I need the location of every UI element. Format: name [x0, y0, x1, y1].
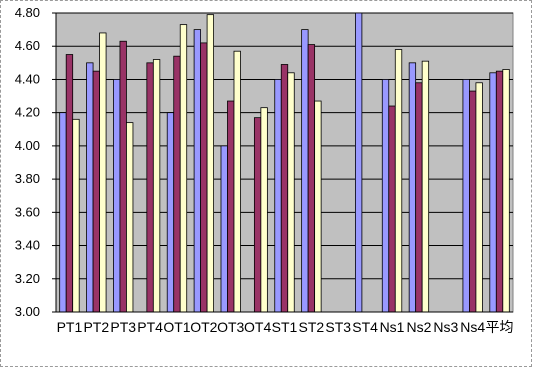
- x-tick-label: PT3: [110, 319, 136, 335]
- x-tick-label: PT4: [137, 319, 163, 335]
- bar: [126, 122, 134, 313]
- y-tick-label: 4.40: [15, 71, 40, 86]
- y-tick-label: 3.20: [15, 271, 40, 286]
- bar: [415, 82, 423, 313]
- bar: [408, 62, 417, 313]
- bar: [173, 55, 181, 313]
- y-tick-label: 3.60: [15, 204, 40, 219]
- bar: [381, 79, 390, 313]
- y-tick-label: 3.80: [15, 171, 40, 186]
- x-tick-label: ST3: [325, 319, 351, 335]
- bar: [489, 72, 497, 313]
- bar: [287, 72, 295, 313]
- bar: [227, 100, 235, 313]
- bar: [462, 79, 470, 313]
- x-tick-label: PT2: [83, 319, 109, 335]
- bar: [72, 118, 80, 313]
- x-tick-label: 平均: [486, 319, 514, 335]
- bar: [146, 62, 154, 313]
- x-tick-label: ST2: [299, 319, 325, 335]
- bar: [86, 62, 94, 313]
- bar: [166, 112, 175, 313]
- x-tick-label: Ns3: [433, 319, 458, 335]
- y-axis-ticks: 3.00 3.20 3.40 3.60 3.80 4.00 4.20 4.40 4.60 4.80: [15, 5, 56, 319]
- x-tick-label: OT3: [217, 319, 244, 335]
- x-tick-label: ST4: [352, 319, 378, 335]
- bar: [475, 82, 483, 313]
- x-tick-label: PT1: [57, 319, 83, 335]
- bar: [502, 69, 510, 313]
- x-tick-label: OT2: [190, 319, 217, 335]
- bar: [314, 100, 322, 313]
- bar: [233, 50, 241, 313]
- bar: [206, 14, 215, 313]
- bar: [99, 32, 107, 313]
- y-tick-label: 3.00: [15, 304, 40, 319]
- x-tick-label: Ns4: [460, 319, 485, 335]
- y-tick-label: 4.60: [15, 38, 40, 53]
- bar: [394, 49, 403, 313]
- x-tick-label: Ns1: [380, 319, 405, 335]
- bar: [119, 40, 127, 313]
- bar: [280, 64, 289, 313]
- bar: [59, 112, 67, 313]
- y-tick-label: 4.00: [15, 138, 40, 153]
- bar: [179, 24, 188, 313]
- y-tick-label: 3.40: [15, 238, 40, 253]
- bar: [92, 70, 100, 313]
- bar: [301, 29, 309, 313]
- bar: [421, 60, 430, 313]
- bar: [65, 54, 74, 313]
- bar: [113, 79, 121, 313]
- bar: [152, 59, 161, 313]
- x-axis-ticks: PT1 PT2 PT3 PT4 OT1 OT2 OT3 OT4 ST1 ST2 ST3 ST4 Ns1 N…: [57, 319, 514, 335]
- bar-series: [59, 12, 510, 313]
- bar: [260, 107, 268, 313]
- y-tick-label: 4.20: [15, 105, 40, 120]
- x-tick-label: OT4: [244, 319, 271, 335]
- bar: [274, 79, 282, 313]
- bar: [307, 44, 316, 313]
- bar: [200, 42, 208, 313]
- bar: [220, 145, 228, 313]
- bar: [388, 105, 396, 313]
- bar: [253, 117, 262, 313]
- y-tick-label: 4.80: [15, 5, 40, 20]
- x-tick-label: ST1: [272, 319, 298, 335]
- bar: [469, 90, 477, 313]
- bar: [354, 12, 363, 313]
- bar: [193, 29, 202, 313]
- bar: [495, 70, 504, 313]
- x-tick-label: OT1: [163, 319, 190, 335]
- x-tick-label: Ns2: [406, 319, 431, 335]
